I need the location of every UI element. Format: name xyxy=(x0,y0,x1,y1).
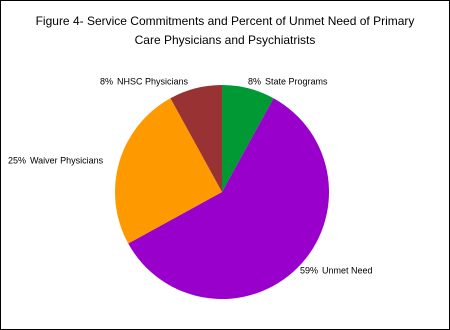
chart-title: Care Physicians and Psychiatrists xyxy=(135,33,316,47)
category-label: State Programs xyxy=(265,76,328,86)
value-label: 59% xyxy=(300,265,318,275)
value-label: 8% xyxy=(100,76,113,86)
category-label: Waiver Physicians xyxy=(30,155,104,165)
category-label: NHSC Physicians xyxy=(117,76,189,86)
pie-slice xyxy=(128,98,329,299)
value-label: 8% xyxy=(248,76,261,86)
category-label: Unmet Need xyxy=(322,265,373,275)
pie-slice xyxy=(115,98,222,244)
value-label: 25% xyxy=(8,155,26,165)
chart-title: Figure 4- Service Commitments and Percen… xyxy=(36,14,415,28)
pie-slice xyxy=(170,85,222,192)
pie-slice xyxy=(222,85,274,192)
